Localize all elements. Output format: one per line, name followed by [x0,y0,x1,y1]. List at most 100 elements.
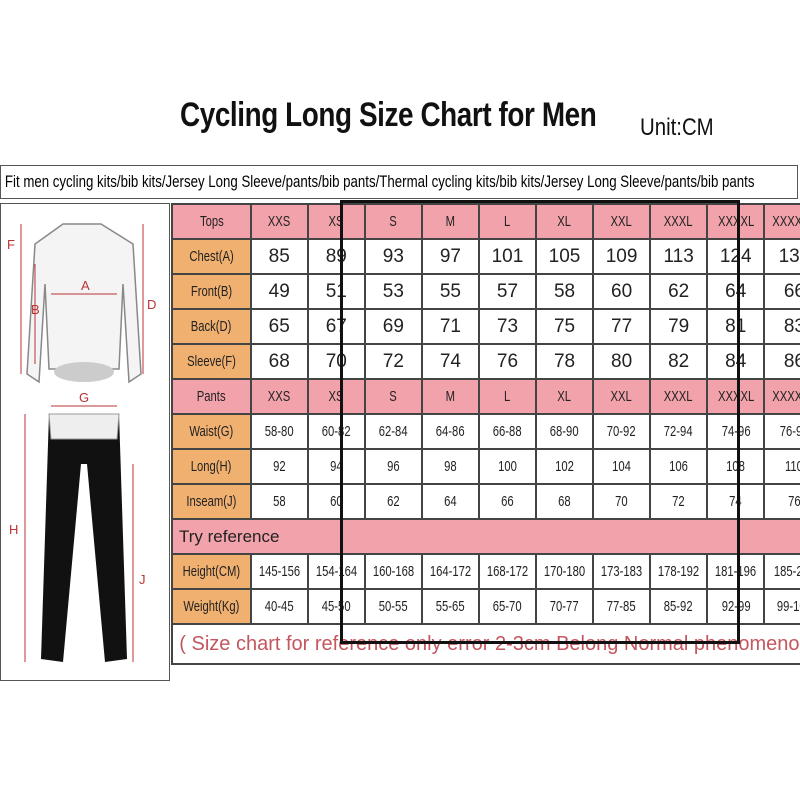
table-row: Chest(A)85899397101105109113124130 [171,238,800,275]
size-header: XS [306,203,366,240]
reference-header: Try reference [171,518,800,555]
table-cell: 101 [477,238,538,275]
table-cell: 74 [706,483,766,520]
table-cell: 86 [763,343,800,380]
table-cell: 170-180 [534,553,595,590]
table-cell: 49 [249,273,309,310]
tops-header-row: TopsXXSXSSMLXLXXLXXXLXXXXLXXXXXL [171,203,800,240]
table-cell: 82 [649,343,709,380]
pants-header-row: PantsXXSXSSMLXLXXLXXXLXXXXLXXXXXL [171,378,800,415]
table-cell: 99-106 [763,588,800,625]
garment-figure: F A B D G H J [0,203,170,681]
size-header: L [477,378,538,415]
table-cell: 66 [477,483,538,520]
row-label: Sleeve(F) [171,343,252,380]
table-cell: 85 [249,238,309,275]
row-label: Weight(Kg) [171,588,252,625]
label-d: D [147,297,156,312]
table-cell: 77 [592,308,652,345]
table-cell: 72-94 [649,413,709,450]
unit-label: Unit:CM [640,114,714,141]
table-cell: 67 [306,308,366,345]
row-label: Front(B) [171,273,252,310]
table-cell: 96 [363,448,423,485]
table-row: Height(CM) 145-156 154-164 160-168 164-172 16… [171,553,800,590]
table-cell: 104 [592,448,652,485]
table-cell: 105 [534,238,595,275]
table-cell: 79 [649,308,709,345]
row-label: Long(H) [171,448,252,485]
size-header: S [363,203,423,240]
table-cell: 75 [534,308,595,345]
table-cell: 62 [649,273,709,310]
size-header: XL [534,203,595,240]
table-row: Weight(Kg) 40-45 45-50 50-55 55-65 65-70 70-77… [171,588,800,625]
table-row: Long(H)92949698100102104106108110 [171,448,800,485]
size-header: M [420,378,480,415]
table-cell: 71 [420,308,480,345]
table-cell: 64 [420,483,480,520]
table-cell: 97 [420,238,480,275]
table-cell: 70 [306,343,366,380]
size-header: XXXL [649,378,709,415]
table-cell: 58 [534,273,595,310]
table-cell: 102 [534,448,595,485]
label-f: F [7,237,15,252]
reference-header-row: Try reference [171,518,800,555]
size-header: XXXXL [706,378,766,415]
table-cell: 89 [306,238,366,275]
table-cell: 93 [363,238,423,275]
table-cell: 185-200 [763,553,800,590]
table-cell: 62 [363,483,423,520]
row-label: Waist(G) [171,413,252,450]
table-cell: 98 [420,448,480,485]
footnote: ( Size chart for reference only error 2-… [171,623,800,665]
table-cell: 60 [306,483,366,520]
size-header: XXL [592,203,652,240]
table-cell: 72 [363,343,423,380]
table-cell: 145-156 [249,553,309,590]
label-b: B [31,302,40,317]
table-cell: 160-168 [363,553,423,590]
size-header: XXXXL [706,203,766,240]
table-cell: 83 [763,308,800,345]
table-cell: 72 [649,483,709,520]
table-cell: 58-80 [249,413,309,450]
table-cell: 65 [249,308,309,345]
table-cell: 92-99 [706,588,766,625]
size-header: L [477,203,538,240]
table-cell: 70-77 [534,588,595,625]
table-cell: 130 [763,238,800,275]
table-cell: 70-92 [592,413,652,450]
size-header: XXXXXL [763,203,800,240]
table-cell: 181-196 [706,553,766,590]
size-header: XXS [249,378,309,415]
row-label: Inseam(J) [171,483,252,520]
table-cell: 74 [420,343,480,380]
table-cell: 94 [306,448,366,485]
table-cell: 58 [249,483,309,520]
section-label: Pants [171,378,252,415]
table-cell: 65-70 [477,588,538,625]
size-header: XXXXXL [763,378,800,415]
table-cell: 92 [249,448,309,485]
table-cell: 55-65 [420,588,480,625]
size-header: XXL [592,378,652,415]
table-cell: 110 [763,448,800,485]
table-row: Waist(G) 58-80 60-82 62-84 64-86 66-88 68-90 70… [171,413,800,450]
subtitle: Fit men cycling kits/bib kits/Jersey Lon… [0,165,798,199]
table-cell: 78 [534,343,595,380]
note-row: ( Size chart for reference only error 2-… [171,623,800,665]
table-cell: 51 [306,273,366,310]
table-cell: 68 [249,343,309,380]
row-label: Back(D) [171,308,252,345]
size-header: XS [306,378,366,415]
size-header: XL [534,378,595,415]
table-cell: 70 [592,483,652,520]
table-cell: 108 [706,448,766,485]
label-h: H [9,522,18,537]
table-cell: 55 [420,273,480,310]
size-header: XXS [249,203,309,240]
row-label: Chest(A) [171,238,252,275]
table-cell: 77-85 [592,588,652,625]
